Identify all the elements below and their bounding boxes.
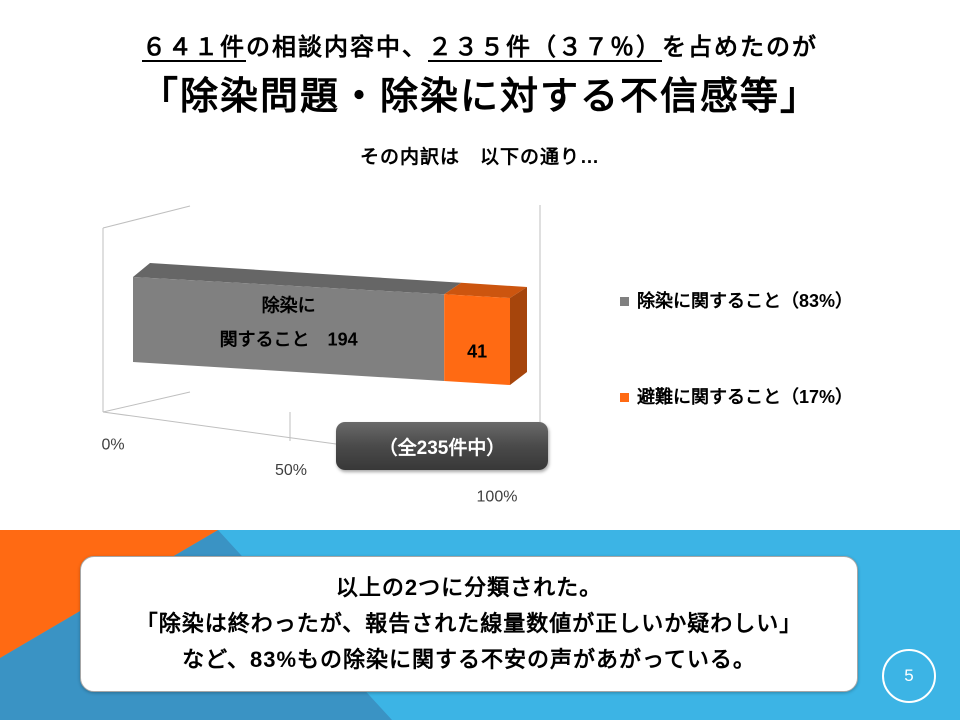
x-axis-ticks: 0% 50% 100% [101, 437, 517, 506]
bar-segment [444, 282, 527, 385]
legend-swatch [620, 392, 629, 402]
x-tick-label: 50% [275, 462, 307, 479]
legend-item: 避難に関すること（17%） [620, 385, 853, 409]
bar-top-face [444, 282, 527, 298]
data-label: 除染に [262, 295, 316, 316]
legend-item: 除染に関すること（83%） [620, 289, 853, 313]
bar-top-face [133, 263, 462, 295]
summary-box: 以上の2つに分類された。 「除染は終わったが、報告された線量数値が正しいか疑わし… [80, 556, 858, 692]
data-labels: 除染に関すること 194 41 [220, 295, 488, 362]
bar-chart: 除染に関すること 194 41 0% 50% 100% [101, 205, 541, 506]
title-segment: を占めたのが [662, 34, 818, 61]
chart-gridlines [102, 205, 541, 445]
side-wall-top-edge [102, 205, 191, 229]
x-tick-label: 100% [477, 489, 518, 506]
title-line-2: 「除染問題・除染に対する不信感等」 [139, 76, 820, 118]
bar-front-face [444, 294, 510, 385]
total-count-badge: （全235件中） [336, 422, 548, 470]
title-line-1: ６４１件の相談内容中、２３５件（３７％）を占めたのが [0, 33, 960, 63]
legend-swatch [620, 296, 629, 306]
page-number: 5 [882, 649, 936, 703]
bar-front-face [133, 277, 445, 381]
legend-label: 除染に関すること（83%） [637, 291, 854, 311]
title-segment: ２３５件（３７％） [428, 34, 662, 61]
data-label: 41 [467, 342, 487, 362]
bar-series [133, 263, 527, 385]
summary-line: など、83%もの除染に関する不安の声があがっている。 [182, 647, 756, 672]
bar-end-face [510, 287, 527, 385]
summary-line: 「除染は終わったが、報告された線量数値が正しいか疑わしい」 [135, 611, 803, 636]
summary-line: 以上の2つに分類された。 [335, 575, 603, 600]
floor-front-edge [102, 411, 337, 445]
title-segment: ６４１件 [142, 34, 246, 61]
floor-gridline-0 [102, 391, 191, 413]
bar-segment [133, 263, 462, 381]
legend-label: 避難に関すること（17%） [637, 387, 854, 407]
x-tick-label: 0% [101, 437, 124, 454]
subtitle: その内訳は 以下の通り… [359, 147, 600, 168]
title-segment: の相談内容中、 [246, 34, 428, 61]
data-label: 関すること 194 [220, 330, 358, 350]
